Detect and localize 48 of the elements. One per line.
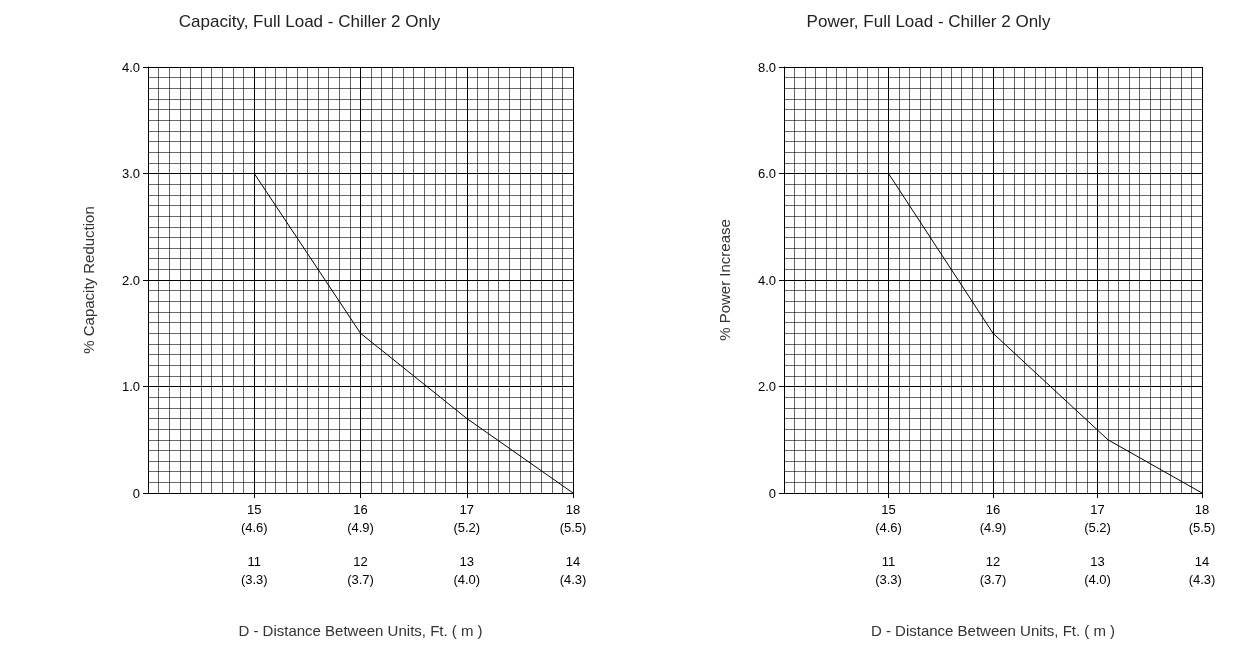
text: (4.3) [559,572,587,587]
x-tick-label: 15 [881,502,896,517]
x2-tick-label: 11 [247,554,261,569]
text: (3.3) [875,572,902,587]
x2-tick-label: 13 [1090,554,1105,569]
y-axis-title: % Capacity Reduction [80,206,97,354]
text: (5.5) [1188,520,1216,535]
text: (4.9) [979,520,1007,535]
x-tick-label: 17 [1090,502,1105,517]
text: (4.0) [1084,572,1111,587]
x2-tick-label: 12 [985,554,1001,569]
y-tick-label: 8.0 [757,59,776,75]
x2-tick-label: 14 [565,554,581,569]
y-axis-title: % Power Increase [716,219,733,341]
y-tick-label: 4.0 [121,59,140,75]
chart-title: Capacity, Full Load - Chiller 2 Only [178,12,441,31]
text: (4.6) [240,520,268,535]
text: (5.5) [559,520,587,535]
x-tick-label: 16 [353,502,368,517]
text: (4.0) [453,572,481,587]
x2-tick-label: 11 [881,554,896,569]
text: (5.2) [1084,520,1111,535]
y-tick-label: 2.0 [757,379,776,394]
y-tick-label: 0 [768,485,776,501]
x-axis-title: D - Distance Between Units, Ft. ( m ) [870,622,1116,639]
y-tick-label: 0 [132,485,140,501]
text: (3.7) [979,572,1007,587]
y-tick-label: 3.0 [121,166,140,181]
y-tick-label: 2.0 [121,272,140,288]
y-tick-label: 1.0 [121,379,140,394]
y-tick-label: 6.0 [757,166,776,181]
text: (5.2) [453,520,481,535]
x-tick-label: 16 [985,502,1001,517]
x2-tick-label: 12 [353,554,368,569]
text: (4.3) [1188,572,1216,587]
x2-tick-label: 14 [1194,554,1210,569]
text: (4.6) [875,520,902,535]
x-tick-label: 18 [565,502,581,517]
y-tick-label: 4.0 [757,272,776,288]
x-axis-title: D - Distance Between Units, Ft. ( m ) [238,622,483,639]
chart-title: Power, Full Load - Chiller 2 Only [806,12,1051,31]
text: (4.9) [347,520,374,535]
x-tick-label: 15 [247,502,262,517]
x-tick-label: 18 [1194,502,1210,517]
x-tick-label: 17 [459,502,474,517]
text: (3.7) [347,572,374,587]
x2-tick-label: 13 [459,554,474,569]
text: (3.3) [240,572,268,587]
